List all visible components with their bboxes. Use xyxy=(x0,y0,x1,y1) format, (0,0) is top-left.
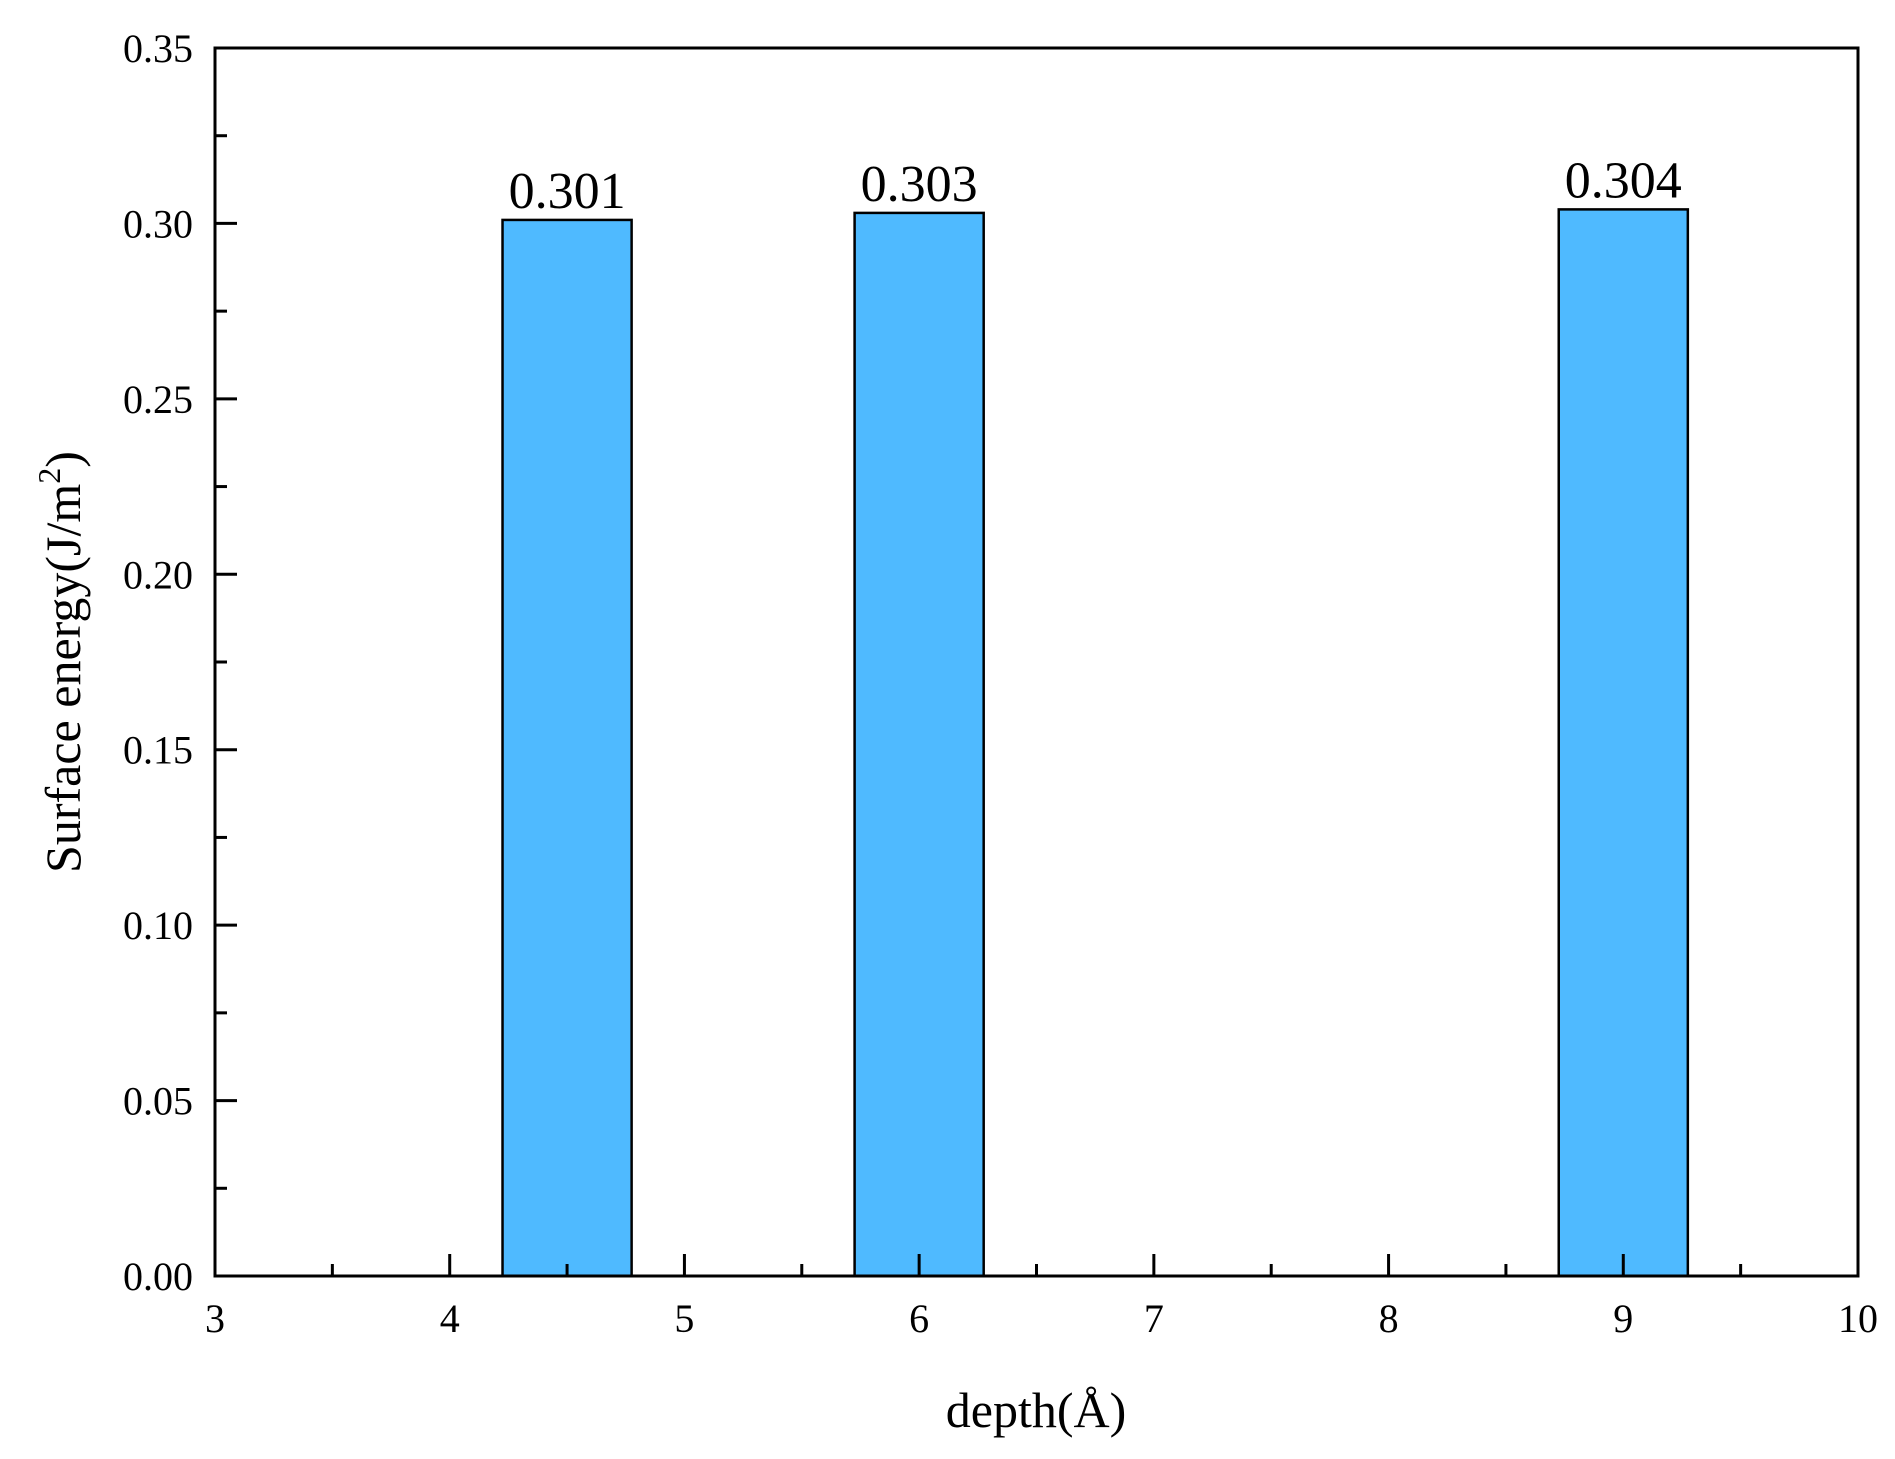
x-tick-label-1: 4 xyxy=(440,1296,460,1341)
y-tick-label-6: 0.30 xyxy=(123,201,193,246)
plot-frame xyxy=(213,46,1860,1278)
y-tick-label-4: 0.20 xyxy=(123,552,193,597)
y-axis-title-superscript: 2 xyxy=(31,468,67,484)
y-axis-title-main: Surface energy(J/m xyxy=(35,484,91,873)
bars-layer xyxy=(501,208,1690,1278)
x-tick-label-5: 8 xyxy=(1379,1296,1399,1341)
x-tick-label-0: 3 xyxy=(205,1296,225,1341)
bar-0 xyxy=(501,218,633,1278)
x-tick-label-3: 6 xyxy=(909,1296,929,1341)
y-tick-label-1: 0.05 xyxy=(123,1079,193,1124)
y-axis-title-suffix: ) xyxy=(35,451,91,468)
y-tick-label-3: 0.15 xyxy=(123,728,193,773)
x-tick-label-2: 5 xyxy=(674,1296,694,1341)
x-tick-label-4: 7 xyxy=(1144,1296,1164,1341)
bar-1 xyxy=(853,211,985,1278)
labels-layer: 0.301 0.303 0.304 3 4 5 6 7 8 9 10 0.00 0.05 0.10 0.15… xyxy=(123,26,1878,1341)
ticks-layer xyxy=(213,46,1860,1278)
bar-2 xyxy=(1557,208,1690,1278)
y-tick-label-7: 0.35 xyxy=(123,26,193,71)
y-tick-label-5: 0.25 xyxy=(123,377,193,422)
data-label-0: 0.301 xyxy=(509,163,626,220)
y-tick-label-2: 0.10 xyxy=(123,903,193,948)
data-label-2: 0.304 xyxy=(1565,152,1682,209)
y-axis-title: Surface energy(J/m2) xyxy=(31,451,91,873)
x-tick-label-7: 10 xyxy=(1838,1296,1878,1341)
data-label-1: 0.303 xyxy=(861,156,978,213)
x-tick-label-6: 9 xyxy=(1613,1296,1633,1341)
x-axis-title: depth(Å) xyxy=(946,1382,1127,1438)
y-tick-label-0: 0.00 xyxy=(123,1254,193,1299)
